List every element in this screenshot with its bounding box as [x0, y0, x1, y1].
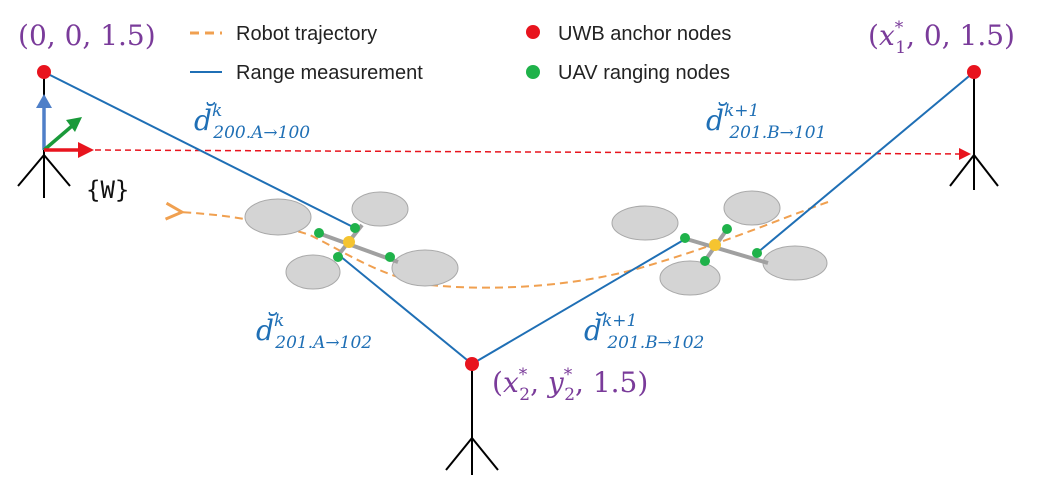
uav-1-rotor: [244, 198, 312, 236]
uav-2-ranging-node: [680, 233, 690, 243]
anchor-2-leg: [949, 154, 975, 187]
uav-1-rotor: [391, 249, 459, 287]
uav-1-ranging-node: [385, 252, 395, 262]
uav-1-rotor: [285, 254, 341, 290]
measurement-label-2: d̆k+1 201.B→101: [706, 101, 826, 143]
legend-uav-label: UAV ranging nodes: [558, 62, 730, 84]
uav-1: [244, 191, 459, 290]
anchor-1-leg: [17, 154, 45, 187]
uav-1-ranging-node: [350, 223, 360, 233]
anchor-2-node: [967, 65, 981, 79]
uav-2-arm: [682, 236, 769, 265]
uav-1-ranging-node: [314, 228, 324, 238]
robot-trajectory: [180, 201, 829, 289]
uav-2-rotor: [659, 260, 721, 296]
anchor-3: [445, 357, 499, 475]
world-x-arrowhead: [78, 142, 94, 158]
anchor-3-leg: [445, 437, 473, 471]
measurement-label-3: d̆k 201.A→102: [256, 311, 372, 353]
uav-2-rotor: [611, 205, 679, 241]
anchor-3-node: [465, 357, 479, 371]
world-x-dashed-arrow: [94, 147, 971, 160]
uav-1-arm: [317, 231, 399, 264]
anchor-1-leg: [43, 154, 71, 187]
anchor-2-label: (x* 1, 0, 1.5): [868, 18, 1015, 58]
range-lines: [43, 71, 975, 365]
legend-trajectory-label: Robot trajectory: [236, 23, 377, 45]
world-frame-label: {W}: [86, 176, 129, 204]
legend-anchor-label: UWB anchor nodes: [558, 23, 731, 45]
uav-2-hub: [709, 239, 721, 251]
range-line-anchor3-uav2: [471, 237, 688, 365]
legend: Robot trajectory Range measurement UWB a…: [190, 23, 731, 84]
anchor-1-label: (0, 0, 1.5): [18, 19, 156, 52]
range-line-uav1-anchor3: [339, 255, 473, 365]
uav-2-ranging-node: [752, 248, 762, 258]
legend-anchor-swatch: [526, 25, 540, 39]
uav-2-ranging-node: [722, 224, 732, 234]
uav-1-rotor: [351, 191, 409, 227]
anchor-1-node: [37, 65, 51, 79]
range-line-anchor1-uav1: [43, 71, 356, 229]
legend-range-label: Range measurement: [236, 62, 423, 84]
uav-1-hub: [343, 236, 355, 248]
uav-2-ranging-node: [700, 256, 710, 266]
anchor-2: [949, 65, 999, 190]
world-z-arrowhead: [36, 94, 52, 108]
world-y-axis: [42, 124, 74, 152]
world-frame-axes: [36, 94, 94, 158]
legend-uav-swatch: [526, 65, 540, 79]
measurement-label-1: d̆k 200.A→100: [194, 101, 310, 143]
measurement-label-4: d̆k+1 201.B→102: [584, 311, 704, 353]
world-y-arrowhead: [66, 117, 82, 132]
uav-2-rotor: [723, 190, 781, 226]
range-line-uav2-anchor2: [756, 71, 975, 254]
uav-2: [611, 190, 828, 296]
uav-1-ranging-node: [333, 252, 343, 262]
anchor-3-leg: [471, 437, 499, 471]
anchor-3-label: (x* 2, y* 2, 1.5): [492, 365, 648, 405]
uav-2-rotor: [762, 245, 828, 281]
anchor-2-leg: [973, 154, 999, 187]
